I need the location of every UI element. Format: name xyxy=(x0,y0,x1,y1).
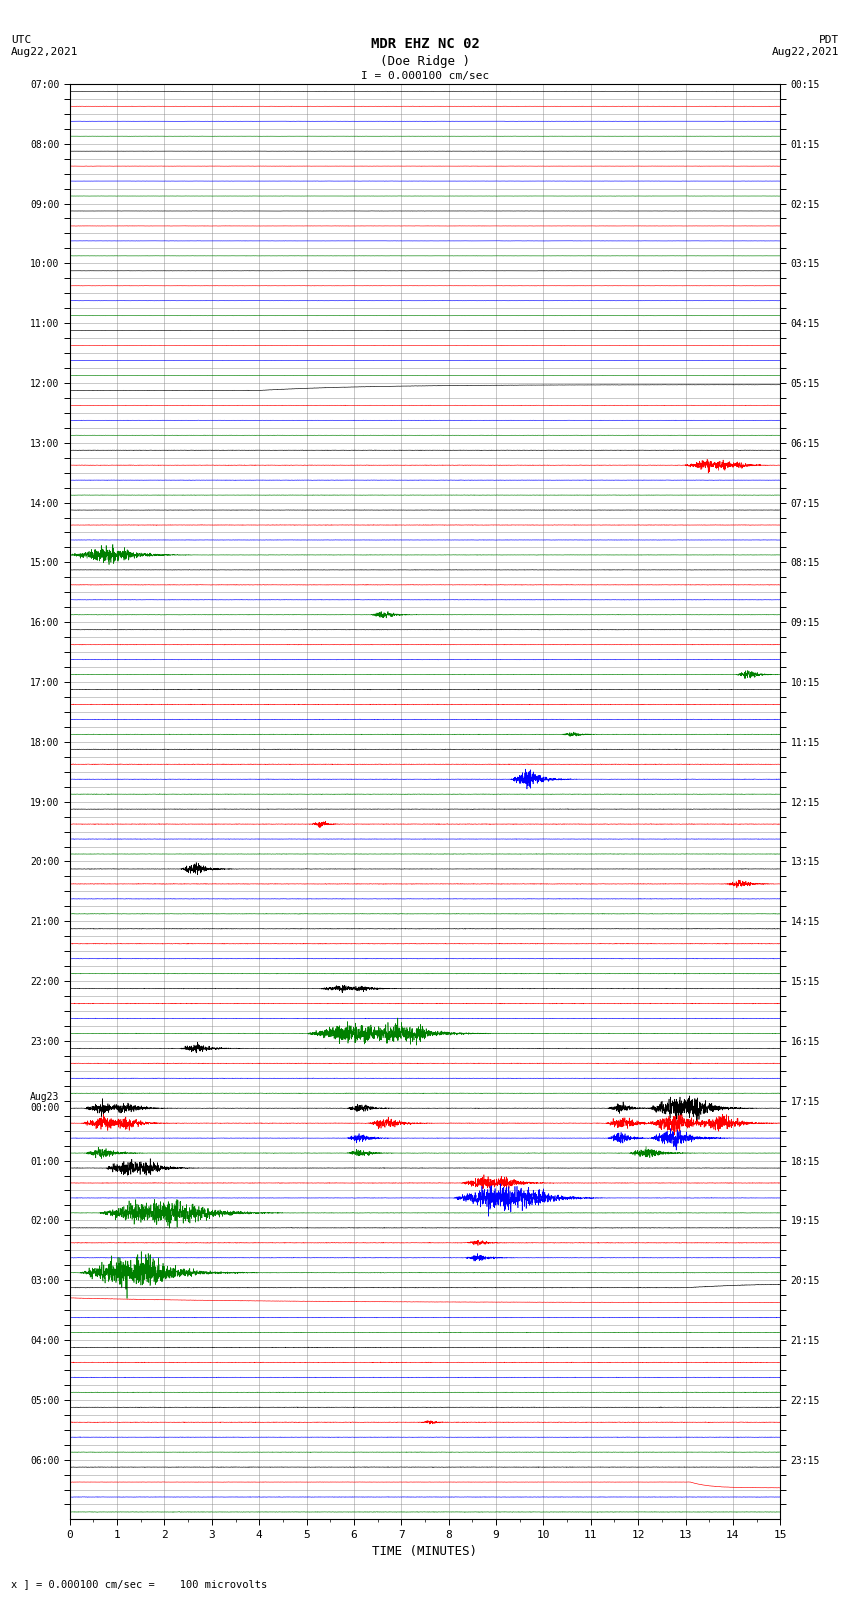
Text: x ] = 0.000100 cm/sec =    100 microvolts: x ] = 0.000100 cm/sec = 100 microvolts xyxy=(11,1579,267,1589)
Text: Aug22,2021: Aug22,2021 xyxy=(11,47,78,56)
Text: UTC: UTC xyxy=(11,35,31,45)
X-axis label: TIME (MINUTES): TIME (MINUTES) xyxy=(372,1545,478,1558)
Text: PDT: PDT xyxy=(819,35,839,45)
Text: (Doe Ridge ): (Doe Ridge ) xyxy=(380,55,470,68)
Text: MDR EHZ NC 02: MDR EHZ NC 02 xyxy=(371,37,479,52)
Text: Aug22,2021: Aug22,2021 xyxy=(772,47,839,56)
Text: I = 0.000100 cm/sec: I = 0.000100 cm/sec xyxy=(361,71,489,81)
